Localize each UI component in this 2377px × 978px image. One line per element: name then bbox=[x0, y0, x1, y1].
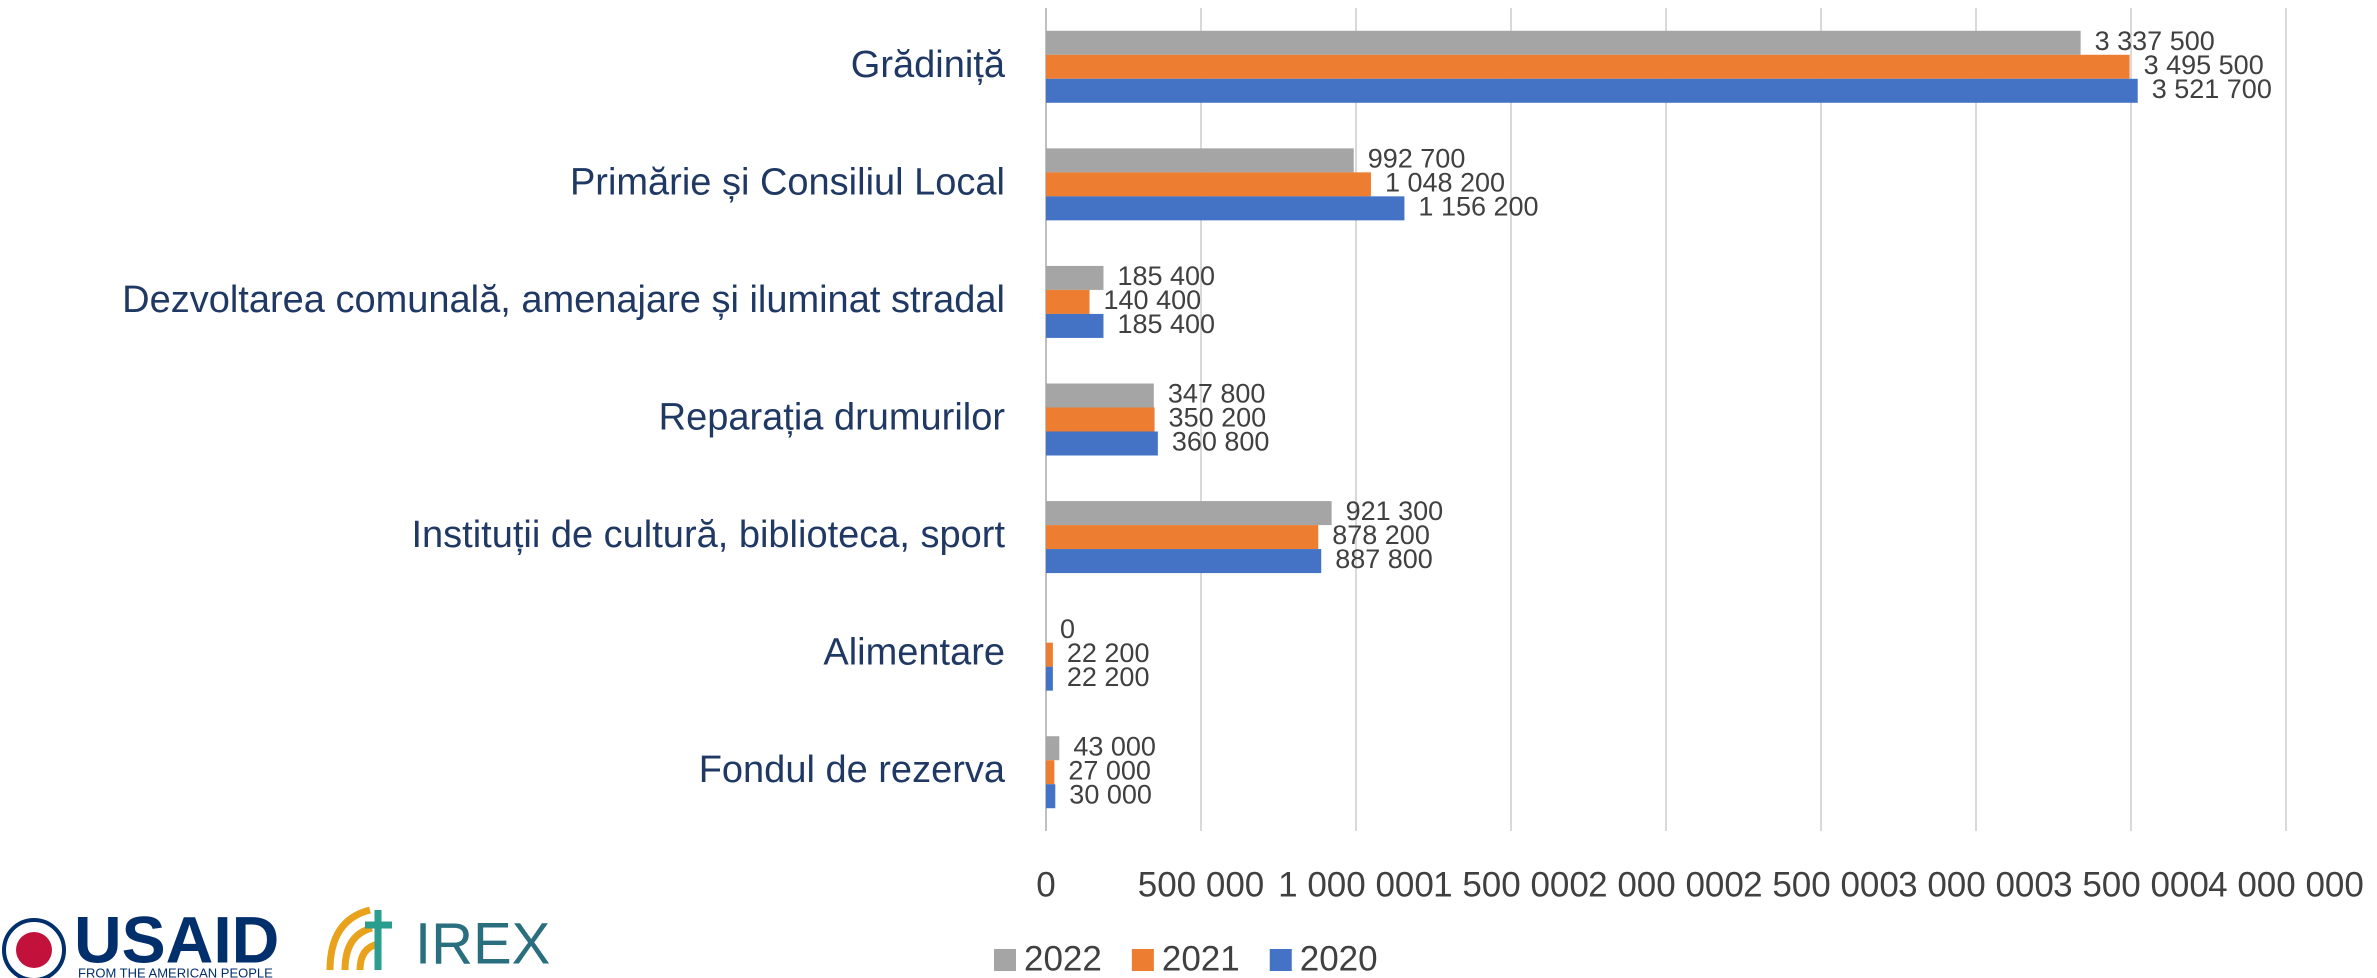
bar bbox=[1046, 501, 1332, 526]
x-tick-label: 0 bbox=[1036, 865, 1055, 904]
category-label: Instituții de cultură, biblioteca, sport bbox=[411, 514, 1005, 556]
irex-icon-2 bbox=[365, 910, 392, 970]
value-label: 0 bbox=[1060, 614, 1075, 644]
bar bbox=[1046, 383, 1154, 408]
legend-label: 2021 bbox=[1162, 939, 1240, 978]
value-label: 878 200 bbox=[1332, 520, 1430, 550]
bar bbox=[1046, 642, 1053, 667]
x-tick-label: 4 000 000 bbox=[2208, 865, 2364, 904]
usaid-logo: USAID bbox=[74, 902, 279, 976]
bar bbox=[1046, 784, 1056, 809]
value-label: 22 200 bbox=[1067, 638, 1150, 668]
category-label: Grădiniță bbox=[851, 44, 1006, 86]
x-tick-label: 3 500 000 bbox=[2053, 865, 2209, 904]
bar bbox=[1046, 265, 1104, 290]
bar bbox=[1046, 666, 1053, 691]
bar bbox=[1046, 54, 2130, 79]
bar bbox=[1046, 760, 1055, 785]
value-label: 22 200 bbox=[1067, 662, 1150, 692]
legend-swatch bbox=[994, 949, 1016, 971]
bar bbox=[1046, 196, 1405, 221]
value-label: 347 800 bbox=[1168, 379, 1266, 409]
bar bbox=[1046, 549, 1322, 574]
usaid-tagline: FROM THE AMERICAN PEOPLE bbox=[78, 965, 273, 978]
x-tick-label: 1 500 000 bbox=[1433, 865, 1589, 904]
x-tick-label: 2 500 000 bbox=[1743, 865, 1899, 904]
bar bbox=[1046, 431, 1158, 456]
value-label: 350 200 bbox=[1169, 403, 1267, 433]
value-label: 140 400 bbox=[1104, 285, 1202, 315]
bar bbox=[1046, 148, 1354, 173]
category-label: Alimentare bbox=[823, 632, 1005, 674]
x-tick-label: 500 000 bbox=[1138, 865, 1265, 904]
usaid-seal-center bbox=[16, 932, 52, 968]
value-label: 3 495 500 bbox=[2144, 50, 2264, 80]
value-label: 921 300 bbox=[1346, 496, 1444, 526]
bar bbox=[1046, 407, 1155, 432]
category-label: Fondul de rezerva bbox=[699, 749, 1006, 791]
value-label: 887 800 bbox=[1335, 544, 1433, 574]
legend-label: 2022 bbox=[1024, 939, 1102, 978]
category-label: Dezvoltarea comunală, amenajare și ilumi… bbox=[122, 279, 1005, 321]
bar bbox=[1046, 313, 1104, 338]
value-label: 360 800 bbox=[1172, 427, 1270, 457]
bar bbox=[1046, 172, 1371, 197]
value-label: 3 337 500 bbox=[2095, 26, 2215, 56]
legend-swatch bbox=[1269, 949, 1292, 971]
bar bbox=[1046, 736, 1060, 761]
value-label: 27 000 bbox=[1068, 755, 1151, 785]
value-label: 1 048 200 bbox=[1385, 167, 1505, 197]
legend-swatch bbox=[1131, 949, 1154, 971]
irex-icon bbox=[326, 906, 379, 971]
irex-logo: IREX bbox=[415, 911, 550, 976]
value-label: 43 000 bbox=[1073, 731, 1156, 761]
x-tick-label: 2 000 000 bbox=[1588, 865, 1744, 904]
value-label: 30 000 bbox=[1069, 779, 1152, 809]
value-label: 185 400 bbox=[1117, 309, 1215, 339]
bar bbox=[1046, 525, 1319, 550]
x-tick-label: 3 000 000 bbox=[1898, 865, 2054, 904]
category-label: Reparația drumurilor bbox=[659, 397, 1006, 439]
value-label: 1 156 200 bbox=[1418, 191, 1538, 221]
bar bbox=[1046, 30, 2081, 55]
x-tick-label: 1 000 000 bbox=[1278, 865, 1434, 904]
category-label: Primărie și Consiliul Local bbox=[570, 161, 1005, 203]
value-label: 992 700 bbox=[1368, 143, 1466, 173]
value-label: 185 400 bbox=[1117, 261, 1215, 291]
bar bbox=[1046, 289, 1090, 314]
value-label: 3 521 700 bbox=[2152, 74, 2272, 104]
bar bbox=[1046, 78, 2138, 103]
logos: USAID FROM THE AMERICAN PEOPLE IREX bbox=[2, 902, 550, 978]
legend-label: 2020 bbox=[1300, 939, 1378, 978]
